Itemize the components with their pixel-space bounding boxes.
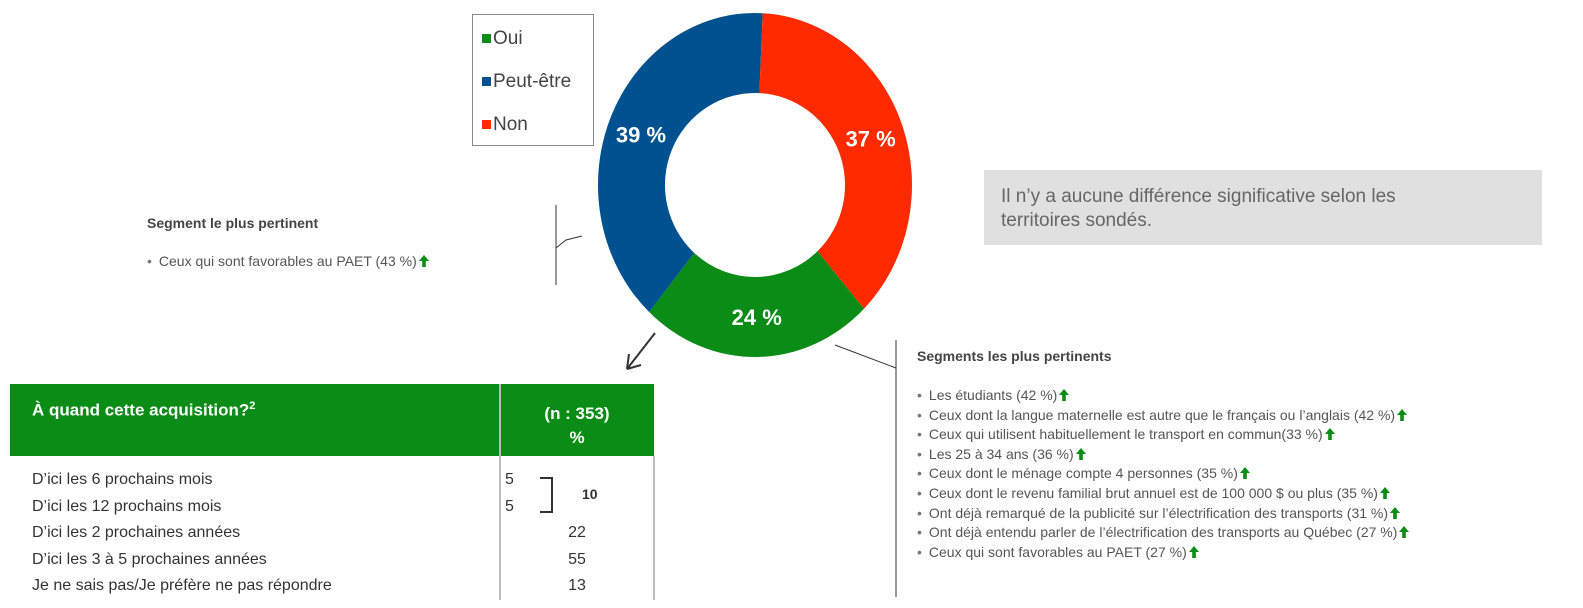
column-header: (n : 353) % [500, 402, 654, 450]
bullet-item: Ceux dont la langue maternelle est autre… [917, 406, 1410, 426]
data-label: 37 % [846, 127, 896, 152]
note: Il n’y a aucune différence significative… [1001, 186, 1396, 231]
row-label: D’ici les 2 prochaines années [32, 524, 241, 541]
bullet-item: Ceux qui sont favorables au PAET (27 %) [917, 543, 1410, 563]
table-header-bg [10, 384, 654, 456]
row-label: D’ici les 3 à 5 prochaines années [32, 550, 267, 568]
up-arrow [418, 255, 429, 267]
bullet-text: Ceux qui sont favorables au PAET (43 %) [158, 253, 417, 269]
segment-title: Segments les plus pertinents [917, 348, 1112, 364]
subtotal-bracket [540, 477, 553, 513]
legend-label: Peut-être [493, 71, 571, 92]
column-header-unit: % [569, 428, 585, 447]
up-arrow [1324, 428, 1335, 441]
row-value: 22 [568, 524, 586, 541]
bullet-text: Les étudiants (42 %) [928, 387, 1058, 403]
bullet-item: Ceux dont le ménage compte 4 personnes (… [917, 464, 1410, 484]
bullet-text: Ceux dont la langue maternelle est autre… [928, 406, 1396, 423]
data-label: 39 % [616, 122, 666, 147]
row-value: 55 [568, 550, 586, 568]
legend-marker [482, 120, 491, 129]
table-title-text: À quand cette acquisition? [32, 400, 250, 420]
bullet-item: Les étudiants (42 %) [917, 386, 1410, 406]
bullet-item: Ceux qui sont favorables au PAET (43 %) [147, 252, 430, 272]
bullet-item: Ont déjà entendu parler de l’électrifica… [917, 523, 1410, 543]
slice [759, 13, 912, 309]
column-header-n: (n : 353) [544, 404, 610, 423]
bullet-item: Ont déjà remarqué de la publicité sur l’… [917, 504, 1410, 524]
table-title: À quand cette acquisition?2 [32, 400, 255, 421]
slice [649, 251, 865, 357]
row-label: D’ici les 6 prochains mois [32, 471, 213, 488]
legend-marker [482, 77, 491, 86]
row-value: 5 [505, 497, 514, 515]
note-box [984, 170, 1542, 245]
up-arrow [1379, 486, 1390, 499]
bullet-text: Ceux qui sont favorables au PAET (27 %) [928, 543, 1187, 560]
legend-marker [482, 34, 491, 43]
bullet-text: Ceux dont le ménage compte 4 personnes (… [928, 465, 1238, 482]
segment-title: Segment le plus pertinent [147, 215, 319, 231]
up-arrow [1188, 545, 1199, 558]
bullet-item: Les 25 à 34 ans (36 %) [917, 445, 1410, 465]
up-arrow [1239, 467, 1250, 480]
segment-list: Les étudiants (42 %) Ceux dont la langue … [917, 386, 1410, 562]
bullet-text: Les 25 à 34 ans (36 %) [928, 445, 1074, 462]
bullet-text: Ceux dont le revenu familial brut annuel… [928, 484, 1378, 501]
bullet-item: Ceux qui utilisent habituellement le tra… [917, 425, 1410, 445]
up-arrow [1390, 506, 1401, 519]
legend-box [472, 14, 594, 146]
bracket-tick [555, 235, 583, 249]
row-value: 13 [568, 577, 586, 594]
connector [834, 344, 897, 369]
row-value: 5 [505, 471, 514, 488]
legend-label: Non [493, 114, 528, 135]
bullet-text: Ont déjà entendu parler de l’électrifica… [928, 524, 1398, 541]
up-arrow [1397, 408, 1408, 421]
data-label: 24 % [732, 305, 782, 330]
legend-label: Oui [493, 28, 523, 49]
table-title-sup: 2 [249, 400, 256, 412]
row-label: D’ici les 12 prochains mois [32, 497, 222, 515]
arrow [626, 332, 656, 370]
row-label: Je ne sais pas/Je préfère ne pas répondr… [32, 577, 332, 594]
slice [598, 13, 763, 313]
subtotal: 10 [582, 486, 598, 502]
up-arrow [1059, 389, 1070, 401]
bullet-text: Ont déjà remarqué de la publicité sur l’… [928, 504, 1389, 521]
bullet-item: Ceux dont le revenu familial brut annuel… [917, 484, 1410, 504]
up-arrow [1075, 447, 1086, 460]
up-arrow [1399, 526, 1410, 539]
bullet-text: Ceux qui utilisent habituellement le tra… [928, 426, 1323, 443]
segment-list: Ceux qui sont favorables au PAET (43 %) [147, 252, 430, 272]
